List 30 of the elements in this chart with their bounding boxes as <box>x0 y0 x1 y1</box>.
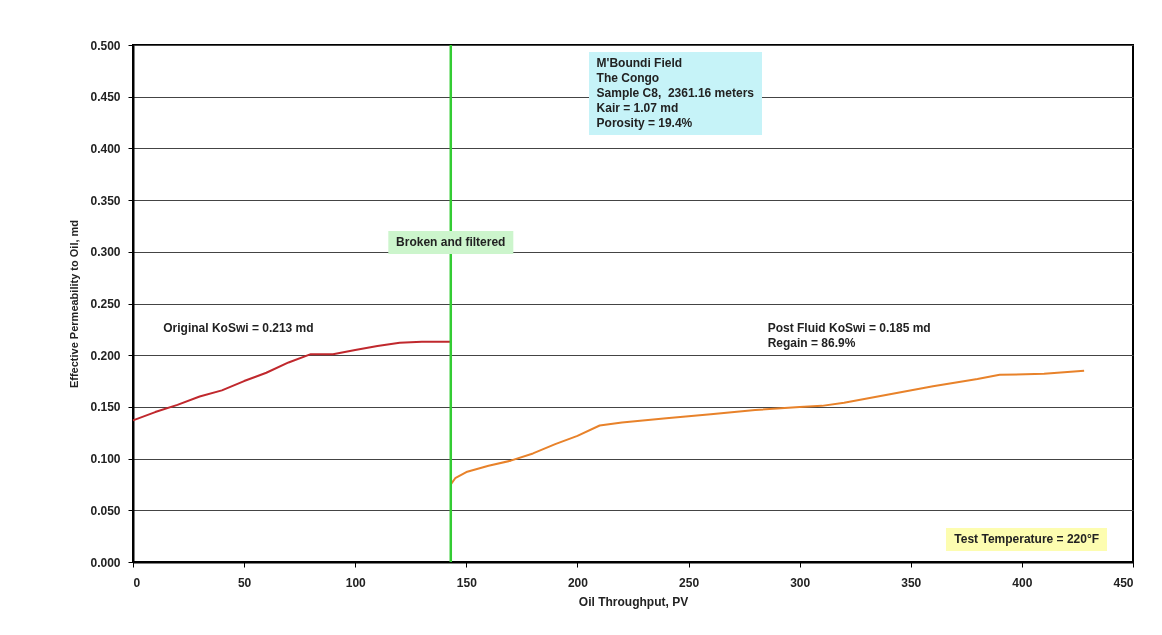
x-tick-label: 250 <box>679 575 700 590</box>
y-tick-label: 0.300 <box>90 245 121 260</box>
y-tick-label: 0.450 <box>90 90 121 105</box>
annotation: Original KoSwi = 0.213 md <box>162 319 315 337</box>
annotation: Post Fluid KoSwi = 0.185 md Regain = 86.9% <box>759 316 939 355</box>
line-series <box>449 369 1086 486</box>
y-tick-label: 0.100 <box>90 452 121 467</box>
x-tick-label: 400 <box>1012 575 1033 590</box>
y-tick-label: 0.400 <box>90 141 121 156</box>
x-tick-label: 200 <box>567 575 589 590</box>
x-tick-label: 300 <box>790 575 811 590</box>
x-tick-label: 100 <box>345 575 367 590</box>
x-tick-label: 450 <box>1113 575 1134 590</box>
x-tick-label: 50 <box>237 575 252 590</box>
y-tick-label: 0.200 <box>90 348 121 363</box>
x-tick-label: 150 <box>456 575 478 590</box>
ref-line-label: Broken and filtered <box>388 231 514 255</box>
x-tick-label: 350 <box>901 575 922 590</box>
x-tick-label: 0 <box>133 575 141 590</box>
y-tick-label: 0.000 <box>90 555 121 570</box>
y-tick-label: 0.050 <box>90 503 121 518</box>
y-axis-title: Effective Permeability to Oil, md <box>68 219 81 389</box>
annotation: M'Boundi Field The Congo Sample C8, 2361.16 meters Kair = 1.07 md Porosity = 19.4% <box>588 52 762 136</box>
x-axis-title: Oil Throughput, PV <box>578 594 689 609</box>
y-tick-label: 0.500 <box>90 38 121 53</box>
line-series <box>132 340 452 422</box>
y-tick-label: 0.150 <box>90 400 121 415</box>
y-tick-label: 0.350 <box>90 193 121 208</box>
annotation: Test Temperature = 220°F <box>946 527 1108 551</box>
y-tick-label: 0.250 <box>90 297 121 311</box>
